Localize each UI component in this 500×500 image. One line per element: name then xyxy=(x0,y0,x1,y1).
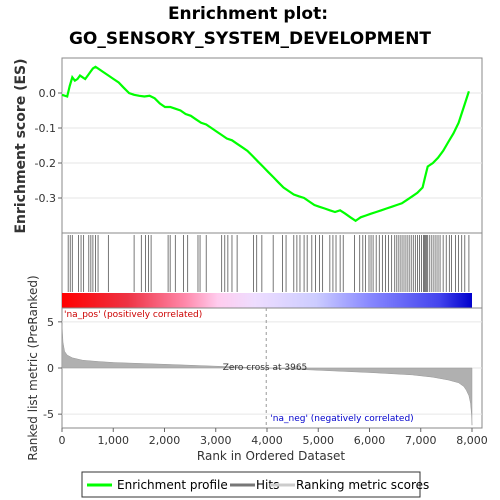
metric-tick-label: -5 xyxy=(43,408,54,421)
zero-cross-label: Zero cross at 3965 xyxy=(223,363,308,373)
x-tick-label: 7,000 xyxy=(405,434,437,447)
legend-label-hits: Hits xyxy=(256,478,279,492)
neg-label: 'na_neg' (negatively correlated) xyxy=(270,414,413,424)
hit-marks xyxy=(67,235,470,292)
es-gridlines xyxy=(62,92,482,199)
enrichment-profile-line xyxy=(61,65,470,223)
x-axis-label: Rank in Ordered Dataset xyxy=(197,449,345,463)
x-tick-label: 2,000 xyxy=(149,434,181,447)
es-tick-label: -0.3 xyxy=(35,192,56,205)
x-axis: 0 1,000 2,000 3,000 4,000 5,000 6,000 7,000 8,00… xyxy=(59,428,488,447)
x-tick-label: 8,000 xyxy=(456,434,488,447)
legend-label-metric: Ranking metric scores xyxy=(296,478,429,492)
metric-tick-label: 5 xyxy=(47,316,54,329)
es-tick-label: -0.2 xyxy=(35,157,56,170)
es-tick-label: -0.1 xyxy=(35,122,56,135)
chart-title: Enrichment plot: xyxy=(168,4,328,24)
x-tick-label: 4,000 xyxy=(251,434,283,447)
es-tick-label: 0.0 xyxy=(39,87,57,100)
pos-label: 'na_pos' (positively correlated) xyxy=(64,310,202,320)
metric-tick-label: 0 xyxy=(47,362,54,375)
x-tick-label: 1,000 xyxy=(98,434,130,447)
x-tick-label: 0 xyxy=(59,434,66,447)
es-panel-frame xyxy=(61,57,483,234)
rank-colour-bar xyxy=(62,293,472,308)
es-y-axis-label: Enrichment score (ES) xyxy=(13,58,29,233)
metric-y-axis-label: Ranked list metric (PreRanked) xyxy=(26,275,40,460)
x-tick-label: 5,000 xyxy=(303,434,335,447)
ranking-metric-area xyxy=(61,323,473,426)
chart-subtitle: GO_SENSORY_SYSTEM_DEVELOPMENT xyxy=(69,29,431,49)
es-y-axis: 0.0 -0.1 -0.2 -0.3 xyxy=(35,87,62,205)
x-tick-label: 6,000 xyxy=(354,434,386,447)
metric-y-axis: 5 0 -5 xyxy=(43,316,62,421)
legend-label-enrichment: Enrichment profile xyxy=(117,478,228,492)
x-tick-label: 3,000 xyxy=(200,434,232,447)
